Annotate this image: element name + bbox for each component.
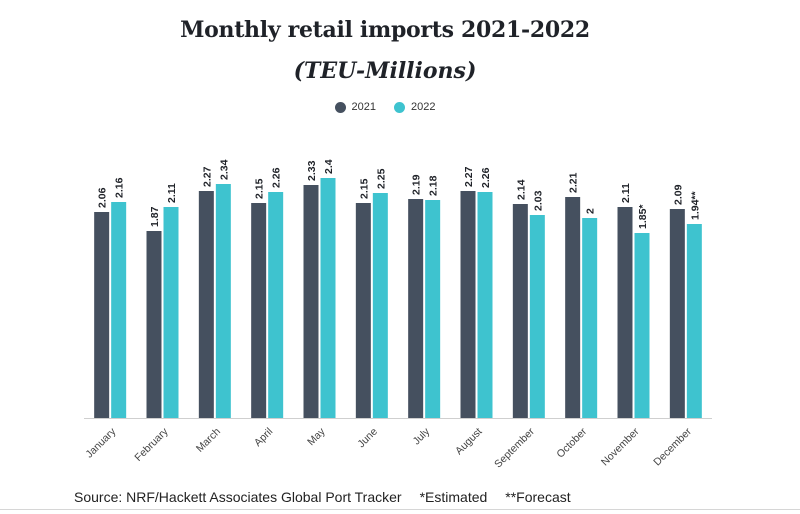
data-label-2021-february: 1.87 (149, 206, 161, 227)
bar-2021-may (303, 185, 319, 418)
bar-2021-february (146, 231, 162, 418)
x-tick-label-december: December (651, 425, 694, 468)
legend-item-2021: 2021 (334, 101, 376, 113)
legend-label-2021: 2021 (351, 101, 376, 113)
x-tick-label-june: June (355, 426, 380, 451)
data-label-2022-august: 2.26 (480, 167, 492, 188)
data-label-2022-february: 2.11 (166, 183, 178, 203)
bar-2021-october (565, 197, 581, 418)
data-label-2022-june: 2.25 (375, 168, 387, 189)
legend-label-2022: 2022 (411, 101, 436, 113)
data-label-2021-july: 2.19 (411, 174, 423, 195)
data-label-2021-january: 2.06 (97, 187, 109, 208)
bar-2021-september (512, 204, 528, 418)
data-label-2022-march: 2.34 (218, 159, 230, 180)
legend-swatch-2022 (394, 101, 405, 113)
data-label-2022-july: 2.18 (428, 175, 440, 196)
bar-2021-april (251, 203, 267, 418)
bar-2022-december (686, 224, 702, 418)
x-tick-label-january: January (83, 425, 118, 460)
data-label-2021-december: 2.09 (672, 184, 684, 205)
bar-2022-september (529, 215, 545, 418)
bar-2022-may (320, 178, 336, 418)
x-tick-label-august: August (453, 426, 485, 458)
x-tick-label-september: September (492, 425, 537, 470)
chart-title: Monthly retail imports 2021-2022 (180, 17, 590, 43)
bar-2022-february (163, 207, 179, 418)
bar-2022-november (634, 233, 650, 418)
bar-2022-april (268, 192, 284, 418)
bar-2021-july (408, 199, 424, 418)
bar-2021-january (94, 212, 110, 418)
legend-swatch-2021 (334, 101, 346, 113)
data-label-2021-may: 2.33 (306, 160, 318, 181)
data-label-2022-september: 2.03 (532, 190, 544, 211)
bar-2021-december (669, 209, 685, 418)
data-label-2022-october: 2 (585, 208, 597, 214)
data-label-2021-november: 2.11 (620, 183, 632, 203)
bar-2022-july (425, 200, 441, 418)
data-label-2021-september: 2.14 (515, 179, 527, 200)
data-label-2021-october: 2.21 (568, 172, 580, 193)
bar-2021-august (460, 191, 476, 418)
bar-2022-october (582, 218, 598, 418)
forecast-note: **Forecast (505, 489, 571, 505)
data-label-2021-march: 2.27 (201, 166, 213, 187)
data-label-2021-april: 2.15 (254, 178, 266, 199)
data-label-2022-december: 1.94** (689, 190, 701, 220)
x-tick-label-october: October (554, 425, 589, 460)
bar-2022-august (477, 192, 493, 418)
bar-2021-november (617, 207, 633, 418)
x-tick-label-july: July (411, 425, 433, 447)
x-tick-label-march: March (194, 426, 223, 455)
x-tick-label-april: April (252, 426, 275, 449)
chart-legend: 2021 2022 (0, 101, 770, 113)
data-label-2022-november: 1.85* (637, 204, 649, 229)
source-text: Source: NRF/Hackett Associates Global Po… (74, 489, 402, 505)
bar-2022-june (372, 193, 388, 418)
source-note: Source: NRF/Hackett Associates Global Po… (74, 489, 589, 505)
legend-item-2022: 2022 (394, 101, 435, 113)
estimated-note: *Estimated (419, 489, 488, 505)
data-label-2021-august: 2.27 (463, 166, 475, 187)
bar-2022-january (111, 202, 127, 418)
data-label-2022-may: 2.4 (323, 159, 335, 174)
bar-2021-march (198, 191, 214, 418)
x-tick-label-may: May (305, 425, 328, 448)
chart-subtitle: (TEU-Millions) (293, 58, 477, 84)
data-label-2022-january: 2.16 (114, 177, 126, 198)
data-label-2022-april: 2.26 (271, 167, 283, 188)
bottom-divider (0, 509, 800, 510)
bar-2022-march (215, 184, 231, 418)
x-tick-label-november: November (599, 425, 642, 468)
data-label-2021-june: 2.15 (358, 178, 370, 199)
bar-2021-june (355, 203, 371, 418)
x-tick-label-february: February (132, 425, 171, 464)
